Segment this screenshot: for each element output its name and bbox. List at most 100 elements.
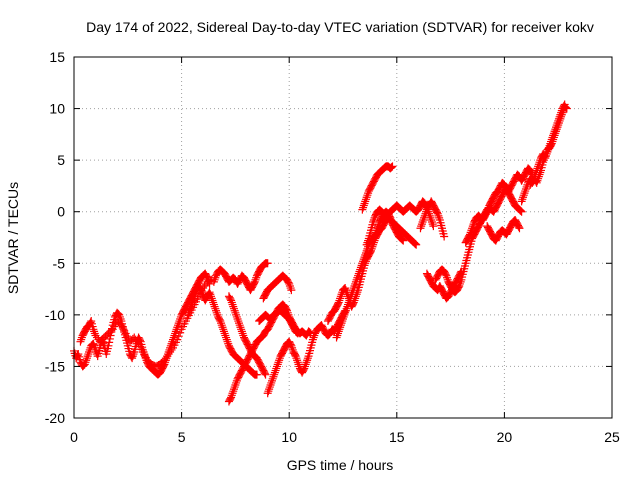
data-point — [285, 279, 294, 288]
data-point — [284, 278, 293, 287]
series-14 — [422, 267, 466, 303]
data-point — [341, 284, 350, 293]
data-point — [355, 267, 364, 276]
data-point — [229, 387, 238, 396]
data-point — [176, 314, 185, 323]
data-point — [465, 231, 474, 240]
data-point — [454, 283, 463, 292]
data-point — [105, 334, 114, 343]
data-point — [220, 329, 229, 338]
data-point — [358, 259, 367, 268]
data-point — [228, 389, 237, 398]
data-point — [173, 323, 182, 332]
data-point — [115, 312, 124, 321]
data-point — [231, 308, 240, 317]
data-point — [85, 347, 94, 356]
data-point — [251, 275, 260, 284]
data-point — [86, 318, 95, 327]
data-point — [361, 195, 370, 204]
data-point — [551, 129, 560, 138]
data-point — [387, 163, 396, 172]
data-point — [291, 352, 300, 361]
data-point — [542, 149, 551, 158]
data-point — [176, 328, 185, 337]
data-point — [484, 203, 493, 212]
data-point — [261, 370, 270, 379]
data-point — [230, 383, 239, 392]
data-point — [333, 331, 342, 340]
data-point — [222, 333, 231, 342]
data-point — [468, 222, 477, 231]
data-point — [468, 224, 477, 233]
data-point — [350, 281, 359, 290]
data-point — [77, 333, 86, 342]
data-point — [168, 337, 177, 346]
data-point — [128, 352, 137, 361]
data-point — [233, 314, 242, 323]
data-point — [231, 380, 240, 389]
series-16 — [416, 197, 449, 241]
data-point — [443, 273, 452, 282]
data-point — [164, 350, 173, 359]
data-point — [410, 239, 419, 248]
data-point — [211, 304, 220, 313]
data-point — [467, 226, 476, 235]
data-point — [371, 228, 380, 237]
data-point — [76, 337, 85, 346]
data-point — [290, 350, 299, 359]
data-point — [428, 220, 437, 229]
data-point — [434, 211, 443, 220]
data-point — [397, 235, 406, 244]
data-point — [237, 325, 246, 334]
data-point — [522, 182, 531, 191]
data-point — [268, 374, 277, 383]
series-8 — [259, 271, 296, 303]
data-point — [306, 328, 315, 337]
data-point — [189, 294, 198, 303]
data-point — [301, 360, 310, 369]
data-point — [443, 275, 452, 284]
data-point — [360, 199, 369, 208]
data-point — [456, 277, 465, 286]
x-tick-label: 15 — [389, 429, 405, 445]
data-point — [455, 279, 464, 288]
data-point — [105, 338, 114, 347]
data-point — [342, 304, 351, 313]
data-point — [196, 284, 205, 293]
data-point — [283, 308, 292, 317]
y-tick-label: 5 — [57, 152, 65, 168]
data-point — [166, 341, 175, 350]
data-point — [539, 158, 548, 167]
data-point — [285, 281, 294, 290]
data-point — [336, 292, 345, 301]
data-point — [237, 327, 246, 336]
series-15 — [431, 164, 537, 297]
data-point — [90, 329, 99, 338]
data-point — [207, 292, 216, 301]
data-point — [432, 208, 441, 217]
data-point — [416, 224, 425, 233]
data-point — [190, 292, 199, 301]
data-point — [547, 141, 556, 150]
data-point — [336, 323, 345, 332]
data-point — [176, 312, 185, 321]
data-point — [267, 376, 276, 385]
y-tick-label: -20 — [45, 410, 65, 426]
data-point — [344, 298, 353, 307]
data-point — [534, 174, 543, 183]
data-point — [536, 168, 545, 177]
y-tick-label: 15 — [49, 49, 65, 65]
data-point — [293, 358, 302, 367]
data-point — [359, 201, 368, 210]
data-point — [516, 206, 525, 215]
data-point — [340, 310, 349, 319]
data-point — [521, 185, 530, 194]
data-point — [215, 315, 224, 324]
data-point — [275, 356, 284, 365]
data-point — [174, 319, 183, 328]
data-point — [354, 269, 363, 278]
data-point — [266, 380, 275, 389]
y-axis-label: SDTVAR / TECUs — [5, 182, 21, 294]
data-point — [292, 354, 301, 363]
